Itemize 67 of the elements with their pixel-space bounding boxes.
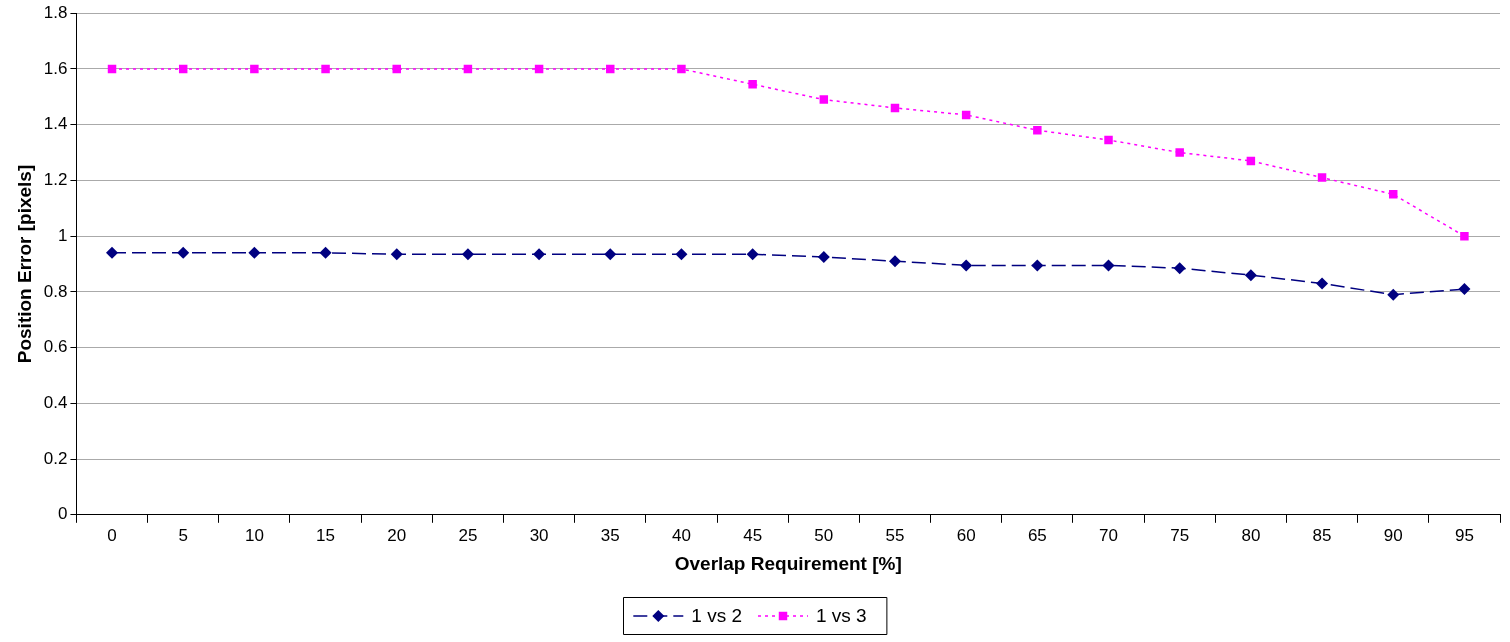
point bbox=[606, 64, 615, 74]
point bbox=[888, 255, 901, 268]
y-tick-label: 1 bbox=[57, 225, 68, 245]
x-tick-label: 80 bbox=[1241, 525, 1261, 545]
y-tick-label: 0.4 bbox=[43, 393, 68, 413]
point bbox=[1031, 259, 1044, 272]
x-tick-label: 40 bbox=[671, 525, 691, 545]
y-tick-label: 1.4 bbox=[43, 114, 68, 134]
x-tick-label: 30 bbox=[529, 525, 549, 545]
x-tick-label: 90 bbox=[1383, 525, 1403, 545]
y-tick-label: 0.6 bbox=[43, 337, 68, 357]
point bbox=[1173, 262, 1186, 275]
point bbox=[960, 259, 973, 272]
point bbox=[819, 95, 829, 104]
y-tick-label: 0.2 bbox=[43, 448, 68, 468]
point bbox=[1033, 126, 1042, 135]
point bbox=[533, 248, 546, 261]
point bbox=[1388, 190, 1398, 199]
x-tick-label: 10 bbox=[244, 525, 264, 545]
point bbox=[1102, 259, 1115, 272]
legend-label: 1 vs 3 bbox=[816, 605, 867, 627]
x-tick-label: 60 bbox=[956, 525, 976, 545]
x-tick-label: 45 bbox=[743, 525, 763, 545]
x-tick-label: 75 bbox=[1170, 525, 1190, 545]
legend-label: 1 vs 2 bbox=[691, 605, 743, 627]
point bbox=[1460, 231, 1469, 241]
y-tick-label: 1.8 bbox=[43, 2, 68, 22]
x-tick-label: 20 bbox=[387, 525, 407, 545]
point bbox=[746, 248, 759, 261]
point bbox=[392, 64, 401, 74]
point bbox=[1458, 283, 1471, 296]
point bbox=[1104, 135, 1113, 145]
y-tick-label: 1.6 bbox=[43, 58, 68, 78]
y-tick-label: 0.8 bbox=[43, 281, 68, 301]
x-tick-label: 15 bbox=[316, 525, 336, 545]
x-tick-label: 0 bbox=[107, 525, 117, 545]
point bbox=[817, 251, 830, 264]
x-tick-label: 70 bbox=[1099, 525, 1118, 545]
point bbox=[461, 248, 474, 261]
x-tick-label: 85 bbox=[1312, 525, 1332, 545]
point bbox=[321, 64, 330, 74]
x-tick-label: 5 bbox=[178, 525, 188, 545]
point bbox=[1316, 277, 1329, 290]
x-tick-label: 50 bbox=[814, 525, 834, 545]
point bbox=[1244, 269, 1257, 282]
point bbox=[748, 80, 757, 89]
point bbox=[604, 248, 617, 261]
x-tick-label: 35 bbox=[600, 525, 620, 545]
y-tick-label: 0 bbox=[57, 504, 68, 524]
x-axis-title: Overlap Requirement [%] bbox=[674, 552, 902, 574]
point bbox=[1387, 288, 1400, 301]
point bbox=[677, 64, 686, 74]
point bbox=[675, 248, 688, 261]
point bbox=[319, 246, 332, 259]
point bbox=[106, 246, 119, 259]
x-tick-label: 65 bbox=[1027, 525, 1047, 545]
y-tick-label: 1.2 bbox=[43, 170, 68, 190]
point bbox=[250, 64, 259, 74]
x-tick-label: 95 bbox=[1454, 525, 1474, 545]
point bbox=[177, 246, 190, 259]
point bbox=[1175, 148, 1184, 157]
y-axis-title: Position Error [pixels] bbox=[13, 164, 35, 364]
point bbox=[248, 246, 261, 259]
x-tick-label: 25 bbox=[458, 525, 478, 545]
point bbox=[1317, 173, 1327, 182]
point bbox=[390, 248, 403, 261]
x-tick-label: 55 bbox=[885, 525, 905, 545]
